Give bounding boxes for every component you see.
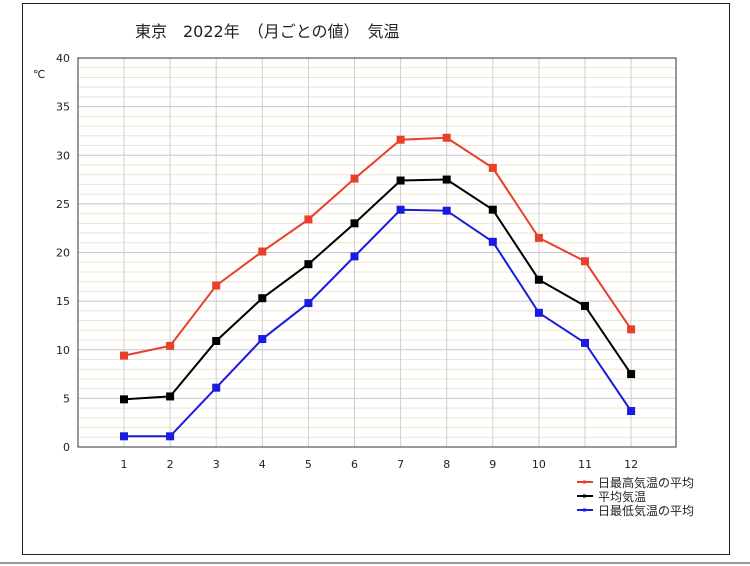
series-line — [124, 208, 632, 438]
legend-label: 平均気温 — [598, 489, 646, 504]
x-tick-label: 1 — [121, 458, 128, 471]
x-tick-label: 5 — [305, 458, 312, 471]
legend-marker — [583, 494, 586, 498]
y-axis-label: ℃ — [33, 68, 45, 81]
chart-frame — [22, 3, 730, 555]
data-point — [627, 407, 636, 416]
data-point — [627, 325, 636, 334]
y-tick-label: 40 — [56, 52, 70, 65]
x-tick-label: 12 — [624, 458, 638, 471]
x-tick-label: 8 — [443, 458, 450, 471]
y-tick-label: 5 — [63, 392, 70, 405]
plot-area-border — [77, 57, 677, 448]
y-tick-label: 20 — [56, 247, 70, 260]
data-point — [212, 281, 221, 290]
data-point — [166, 392, 175, 401]
data-point — [120, 432, 128, 441]
data-point — [258, 247, 267, 256]
data-point — [488, 237, 497, 246]
data-point — [350, 252, 359, 261]
data-point — [581, 338, 589, 347]
y-tick-label: 35 — [56, 101, 70, 114]
x-tick-label: 3 — [213, 458, 220, 471]
data-point — [258, 335, 267, 344]
chart-title: 東京 2022年 （月ごとの値） 気温 — [135, 22, 400, 41]
data-point — [396, 176, 405, 185]
x-tick-label: 6 — [351, 458, 358, 471]
x-tick-label: 4 — [259, 458, 266, 471]
x-tick-label: 9 — [489, 458, 496, 471]
x-tick-label: 7 — [397, 458, 404, 471]
data-point — [442, 175, 451, 184]
data-point — [396, 205, 405, 214]
data-point — [396, 135, 405, 144]
data-point — [350, 219, 359, 228]
data-point — [304, 215, 313, 224]
data-point — [442, 133, 451, 142]
series-line — [123, 136, 632, 357]
data-point — [488, 205, 497, 214]
x-tick-label: 2 — [167, 458, 174, 471]
data-point — [166, 341, 175, 350]
series-line — [123, 178, 632, 401]
data-point — [350, 174, 359, 183]
x-tick-label: 10 — [532, 458, 546, 471]
data-point — [534, 233, 543, 242]
data-point — [442, 206, 451, 215]
divider — [0, 562, 750, 564]
data-point — [581, 301, 589, 310]
data-point — [258, 294, 267, 303]
y-tick-label: 15 — [56, 295, 70, 308]
legend-marker — [583, 508, 586, 512]
y-tick-label: 10 — [56, 344, 70, 357]
data-point — [212, 336, 221, 345]
legend-label: 日最低気温の平均 — [598, 503, 694, 518]
data-point — [212, 383, 221, 392]
legend-label: 日最高気温の平均 — [598, 475, 694, 490]
data-point — [120, 395, 128, 404]
data-point — [166, 432, 175, 441]
data-point — [488, 163, 497, 172]
data-point — [534, 275, 543, 284]
data-point — [304, 299, 313, 308]
data-point — [304, 260, 313, 269]
y-tick-label: 25 — [56, 198, 70, 211]
data-point — [534, 308, 543, 317]
data-point — [120, 351, 128, 360]
x-tick-label: 11 — [578, 458, 592, 471]
data-point — [581, 257, 589, 266]
y-tick-label: 0 — [63, 441, 70, 454]
legend-marker — [583, 480, 586, 484]
data-point — [627, 370, 636, 379]
y-tick-label: 30 — [56, 149, 70, 162]
